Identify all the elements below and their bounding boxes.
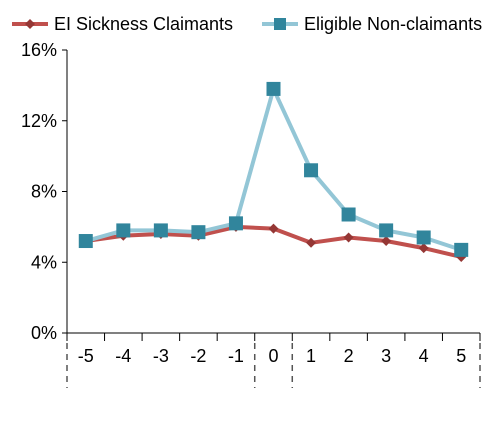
x-tick-label: 1	[306, 346, 316, 366]
x-tick-label: 5	[456, 346, 466, 366]
data-point	[116, 223, 131, 238]
y-tick-label: 4%	[31, 252, 57, 272]
data-point	[343, 232, 354, 243]
y-tick-label: 12%	[21, 111, 57, 131]
legend-marker	[274, 18, 286, 30]
x-tick-label: -4	[115, 346, 131, 366]
x-tick-label: 2	[344, 346, 354, 366]
data-point	[304, 163, 319, 178]
x-tick-label: -3	[153, 346, 169, 366]
x-tick-label: -5	[78, 346, 94, 366]
legend-label: EI Sickness Claimants	[54, 14, 233, 34]
legend-marker	[25, 19, 35, 29]
data-point	[416, 230, 431, 245]
data-point	[266, 81, 281, 96]
data-point	[306, 237, 317, 248]
x-tick-label: -1	[228, 346, 244, 366]
data-point	[341, 207, 356, 222]
data-point	[418, 243, 429, 254]
series-layer	[78, 81, 469, 262]
data-point	[381, 236, 392, 247]
y-tick-label: 0%	[31, 323, 57, 343]
data-point	[454, 242, 469, 257]
data-point	[153, 223, 168, 238]
x-tick-label: 3	[381, 346, 391, 366]
data-point	[268, 223, 279, 234]
data-point	[379, 223, 394, 238]
y-tick-label: 8%	[31, 182, 57, 202]
x-tick-label: 4	[419, 346, 429, 366]
data-point	[78, 234, 93, 249]
axes: 0% 4% 8% 12% 16% -5 -4 -3 -2 -1 0 1 2 3 4 5	[21, 40, 481, 388]
data-point	[228, 216, 243, 231]
y-tick-label: 16%	[21, 40, 57, 60]
legend-label: Eligible Non-claimants	[304, 14, 482, 34]
x-tick-label: -2	[190, 346, 206, 366]
legend: EI Sickness Claimants Eligible Non-claima…	[12, 14, 482, 34]
x-tick-label: 0	[268, 346, 278, 366]
data-point	[191, 225, 206, 240]
